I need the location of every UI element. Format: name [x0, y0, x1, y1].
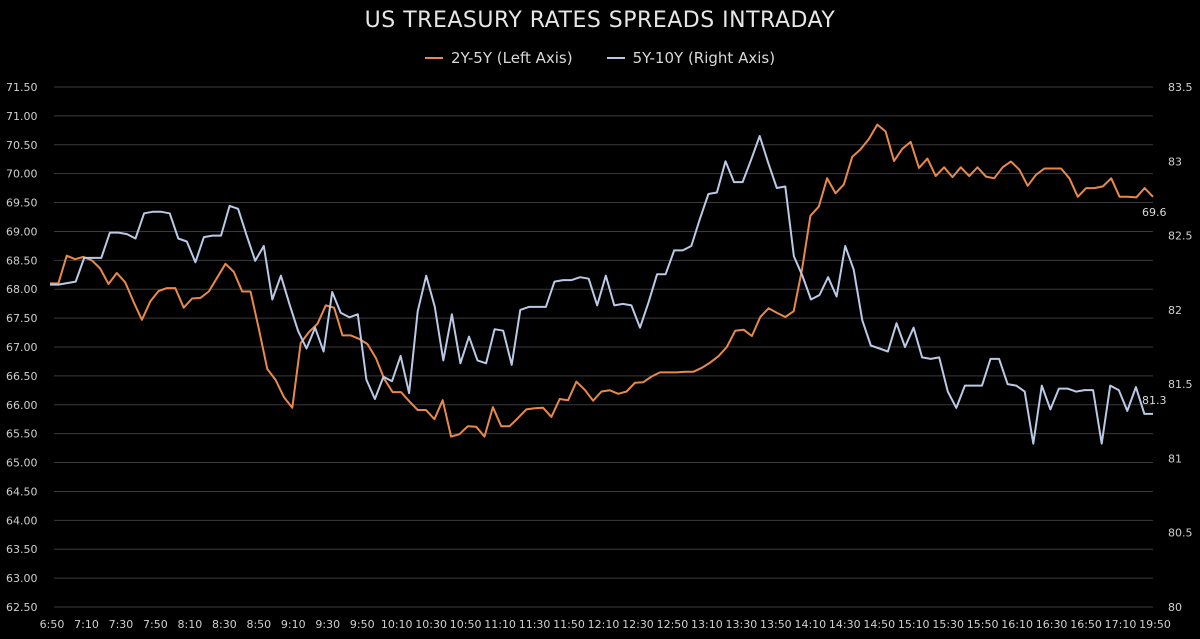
y-left-tick-label: 65.50 [6, 428, 38, 441]
chart-title: US TREASURY RATES SPREADS INTRADAY [364, 8, 836, 33]
y-right-tick-label: 83 [1168, 155, 1182, 168]
x-tick-label: 9:50 [350, 618, 375, 631]
x-tick-label: 9:30 [315, 618, 340, 631]
series-end-label-5y10y: 81.3 [1142, 394, 1167, 407]
x-tick-label: 12:10 [588, 618, 620, 631]
series-line-2y5y [50, 123, 1154, 438]
x-tick-label: 15:30 [932, 618, 964, 631]
x-tick-label: 15:10 [898, 618, 930, 631]
y-right-tick-label: 81 [1168, 452, 1182, 465]
x-tick-label: 16:30 [1036, 618, 1068, 631]
y-left-tick-label: 67.00 [6, 341, 38, 354]
y-left-tick-label: 68.00 [6, 283, 38, 296]
x-tick-label: 10:10 [381, 618, 413, 631]
y-left-tick-label: 64.50 [6, 485, 38, 498]
x-tick-label: 8:50 [246, 618, 271, 631]
y-left-tick-label: 69.50 [6, 197, 38, 210]
y-left-tick-label: 66.00 [6, 399, 38, 412]
series-line-5y10y [50, 135, 1153, 445]
x-tick-label: 13:10 [691, 618, 723, 631]
legend-label-2y5y: 2Y-5Y (Left Axis) [450, 49, 573, 67]
x-tick-label: 16:50 [1070, 618, 1102, 631]
x-tick-label: 6:50 [40, 618, 65, 631]
y-left-tick-label: 67.50 [6, 312, 38, 325]
y-right-tick-label: 82.5 [1168, 230, 1193, 243]
legend-item-5y10y: 5Y-10Y (Right Axis) [606, 49, 776, 67]
x-tick-label: 16:10 [1001, 618, 1033, 631]
x-tick-label: 9:10 [281, 618, 306, 631]
x-tick-label: 10:30 [415, 618, 447, 631]
y-left-tick-label: 64.00 [6, 514, 38, 527]
y-left-tick-label: 63.50 [6, 543, 38, 556]
x-tick-label: 10:50 [450, 618, 482, 631]
legend-label-5y10y: 5Y-10Y (Right Axis) [632, 49, 776, 67]
x-tick-label: 11:30 [519, 618, 551, 631]
y-right-tick-label: 82 [1168, 304, 1182, 317]
y-left-tick-label: 63.00 [6, 572, 38, 585]
y-left-tick-label: 70.50 [6, 139, 38, 152]
legend-swatch-2y5y [424, 57, 443, 59]
y-left-tick-label: 71.00 [6, 110, 38, 123]
x-tick-label: 12:30 [622, 618, 654, 631]
x-tick-label: 11:50 [553, 618, 585, 631]
legend-swatch-5y10y [606, 57, 625, 59]
y-left-tick-label: 68.50 [6, 254, 38, 267]
legend-item-2y5y: 2Y-5Y (Left Axis) [424, 49, 573, 67]
x-tick-label: 8:30 [212, 618, 237, 631]
y-left-tick-label: 70.00 [6, 168, 38, 181]
x-tick-label: 15:50 [967, 618, 999, 631]
x-tick-label: 7:10 [74, 618, 99, 631]
x-tick-label: 7:30 [109, 618, 134, 631]
x-tick-label: 13:30 [726, 618, 758, 631]
y-left-tick-label: 62.50 [6, 601, 38, 614]
x-tick-label: 11:10 [484, 618, 516, 631]
x-tick-label: 19:50 [1139, 618, 1171, 631]
x-tick-label: 17:10 [1105, 618, 1137, 631]
y-right-tick-label: 83.5 [1168, 81, 1193, 94]
chart-legend: 2Y-5Y (Left Axis) 5Y-10Y (Right Axis) [0, 49, 1200, 67]
x-tick-label: 8:10 [178, 618, 203, 631]
y-left-tick-label: 66.50 [6, 370, 38, 383]
y-right-tick-label: 80 [1168, 601, 1182, 614]
y-right-tick-label: 81.5 [1168, 378, 1193, 391]
y-right-tick-label: 80.5 [1168, 527, 1193, 540]
x-tick-label: 7:50 [143, 618, 168, 631]
series-end-label-2y5y: 69.6 [1142, 206, 1167, 219]
x-tick-label: 14:10 [794, 618, 826, 631]
x-tick-label: 13:50 [760, 618, 792, 631]
x-tick-label: 12:50 [657, 618, 689, 631]
y-left-tick-label: 69.00 [6, 225, 38, 238]
y-left-tick-label: 65.00 [6, 457, 38, 470]
x-tick-label: 14:30 [829, 618, 861, 631]
x-tick-label: 14:50 [863, 618, 895, 631]
y-left-tick-label: 71.50 [6, 81, 38, 94]
